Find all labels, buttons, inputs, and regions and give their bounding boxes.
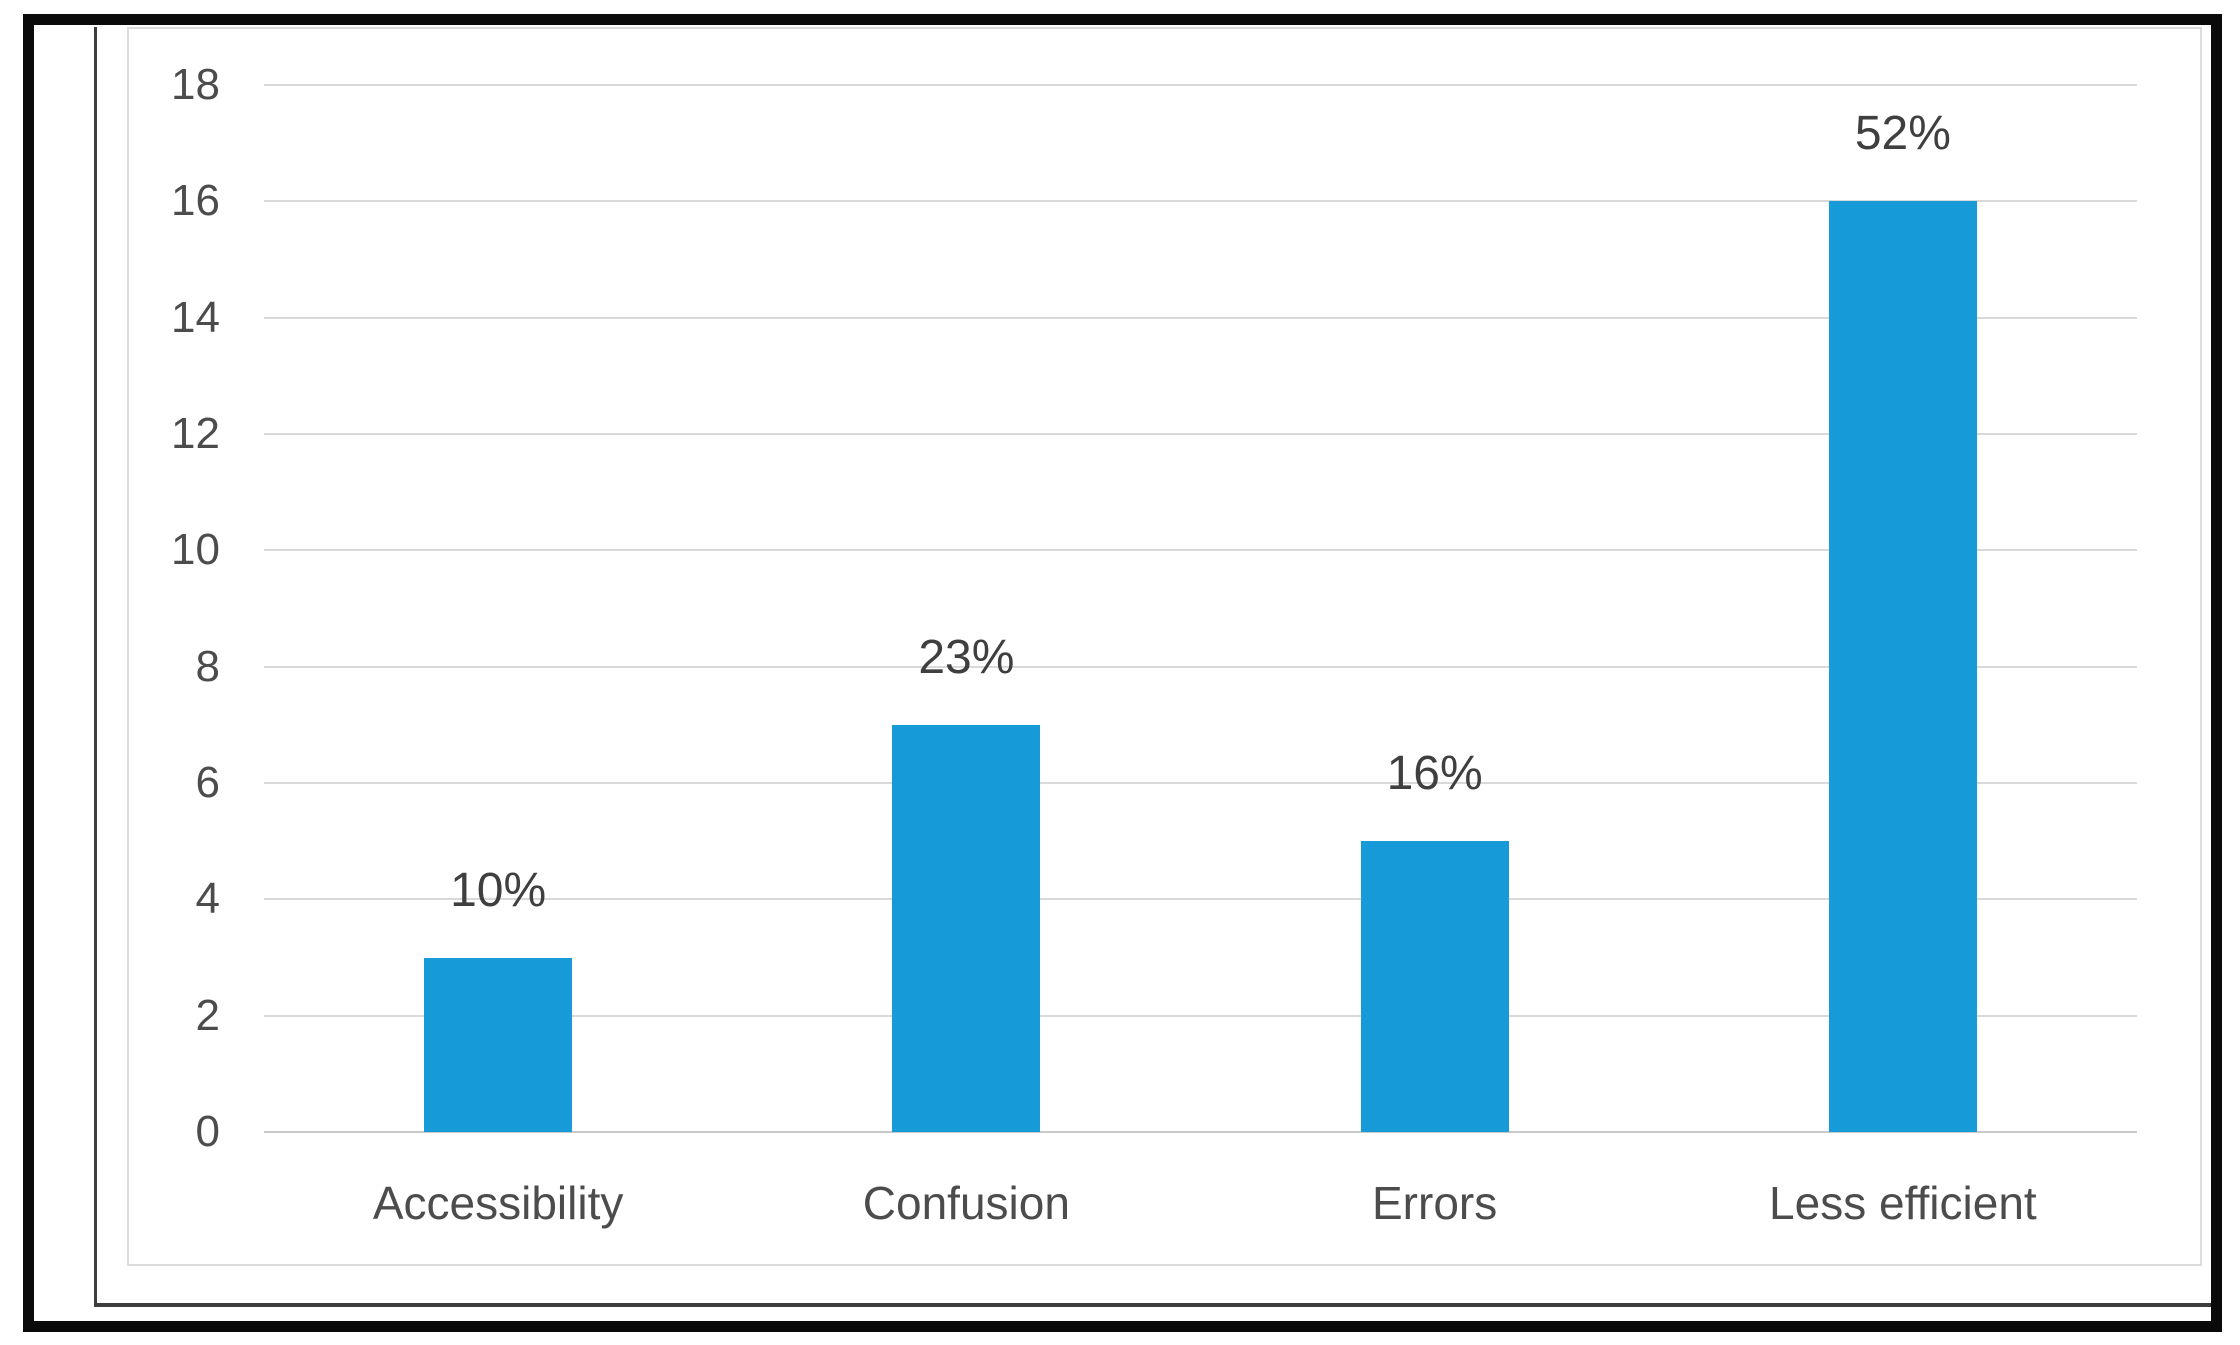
bar <box>424 957 573 1132</box>
bar <box>892 724 1041 1132</box>
gridline <box>264 200 2137 203</box>
bar <box>1828 201 1977 1132</box>
y-tick-label: 0 <box>195 1107 220 1156</box>
gridline <box>264 665 2137 668</box>
page-edge-vertical-line <box>94 27 97 1307</box>
y-tick-label: 10 <box>171 525 220 575</box>
gridline <box>264 549 2137 552</box>
gridline <box>264 84 2137 86</box>
x-axis-line <box>264 1131 2137 1133</box>
bar-data-label: 52% <box>1854 107 1951 161</box>
y-tick-label: 8 <box>195 641 220 691</box>
y-tick-label: 6 <box>195 758 220 807</box>
page-edge-horizontal-line <box>94 1303 2211 1307</box>
y-tick-label: 16 <box>171 176 220 226</box>
y-tick-label: 4 <box>195 874 220 924</box>
bar <box>1360 841 1509 1132</box>
x-category-label: Less efficient <box>1769 1177 2037 1229</box>
gridline <box>264 1014 2137 1017</box>
x-category-label: Errors <box>1372 1177 1498 1229</box>
bar-data-label: 23% <box>918 630 1015 684</box>
x-category-label: Confusion <box>862 1177 1070 1229</box>
y-tick-label: 18 <box>171 60 220 109</box>
y-tick-label: 12 <box>171 409 220 458</box>
gridline <box>264 316 2137 319</box>
gridline <box>264 433 2137 435</box>
gridline <box>264 782 2137 784</box>
gridline <box>264 898 2137 901</box>
outer-black-frame <box>23 14 2222 1332</box>
y-tick-label: 14 <box>171 292 220 342</box>
bar-data-label: 16% <box>1386 747 1483 801</box>
y-tick-label: 2 <box>195 990 220 1040</box>
x-category-label: Accessibility <box>372 1177 624 1229</box>
bar-data-label: 10% <box>450 863 547 917</box>
